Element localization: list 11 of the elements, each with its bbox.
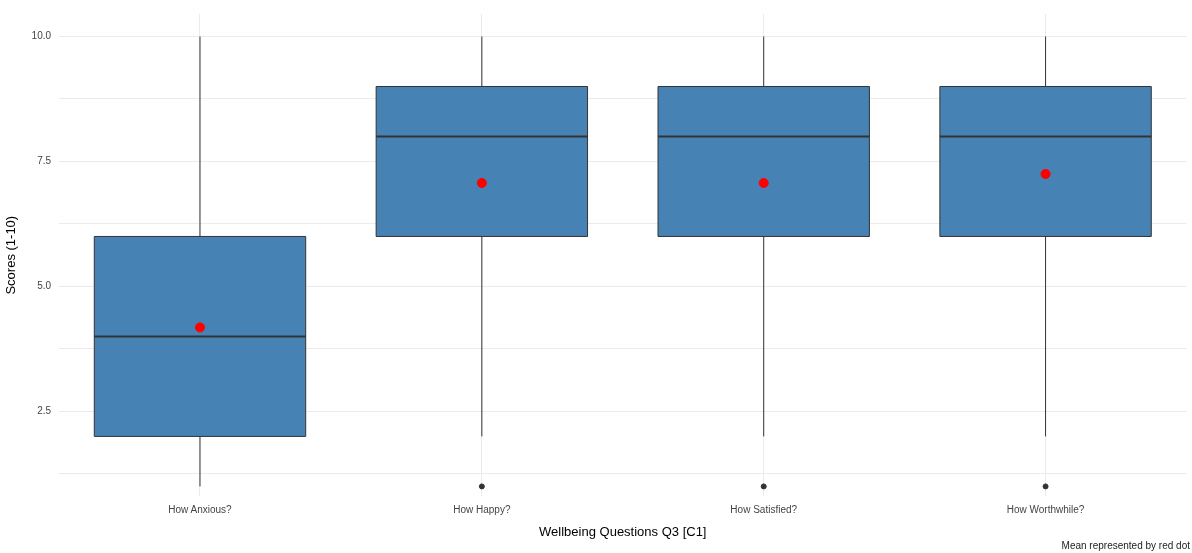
y-axis-title: Scores (1-10) — [3, 215, 19, 295]
x-axis-title: Wellbeing Questions Q3 [C1] — [539, 523, 707, 539]
y-tick-label: 10.0 — [31, 30, 52, 42]
x-tick-label: How Happy? — [453, 504, 511, 516]
y-tick-label: 2.5 — [37, 405, 52, 417]
y-tick-label: 7.5 — [37, 155, 52, 167]
x-tick-label: How Worthwhile? — [1006, 504, 1085, 516]
y-tick-label: 5.0 — [37, 280, 52, 292]
text: Mean represented by red dot — [1061, 540, 1190, 551]
x-tick-label: How Satisfied? — [730, 504, 798, 516]
x-tick-label: How Anxious? — [168, 504, 233, 516]
